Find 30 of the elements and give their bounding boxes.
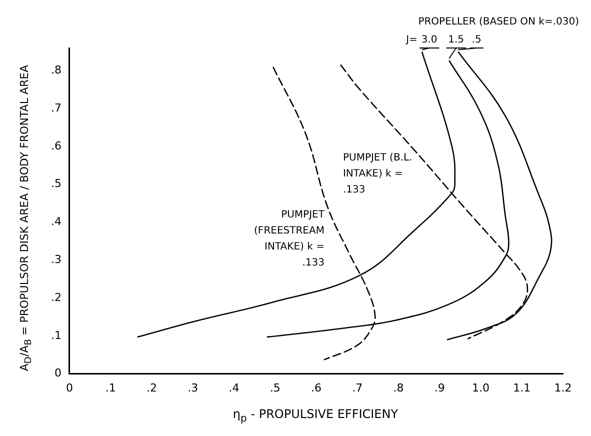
series-label: PUMPJET (FREESTREAM INTAKE) k = .133 [254,209,326,268]
series-label: PUMPJET (B.L. INTAKE) k = .133 [342,152,412,196]
x-tick-label: 1.2 [554,381,572,394]
series-label: 1.5 [448,34,464,46]
x-axis-title: η$_{p}$ - PROPULSIVE EFFICIENY [232,406,400,424]
x-tick-label: 1.0 [472,381,490,394]
x-tick-label: .1 [105,381,116,394]
y-tick-label: .5 [50,177,62,190]
series-label: 3.0 [421,34,438,46]
series-label: .5 [472,34,482,46]
x-tick-label: .7 [352,381,363,394]
x-tick-label: .3 [188,381,198,394]
y-tick-label: .3 [50,253,62,266]
x-tick-label: .6 [311,381,322,394]
y-tick-label: .1 [50,328,62,342]
x-tick-label: .5 [270,381,280,394]
text: PROPELLER (BASED ON k=.030) [418,16,580,28]
x-tick-label: 1.1 [513,381,531,394]
y-tick-label: .6 [50,139,62,152]
x-tick-label: .8 [393,381,404,394]
y-tick-label: .2 [50,290,62,304]
x-tick-label: .9 [434,381,445,394]
y-tick-label: .7 [50,101,62,114]
x-tick-label: 0 [66,381,73,394]
x-tick-label: .4 [228,381,240,394]
text: J= [405,34,418,46]
y-tick-label: 0 [54,366,62,380]
y-tick-label: .8 [50,64,62,77]
y-tick-label: .4 [50,215,62,228]
x-tick-label: .2 [146,381,157,394]
